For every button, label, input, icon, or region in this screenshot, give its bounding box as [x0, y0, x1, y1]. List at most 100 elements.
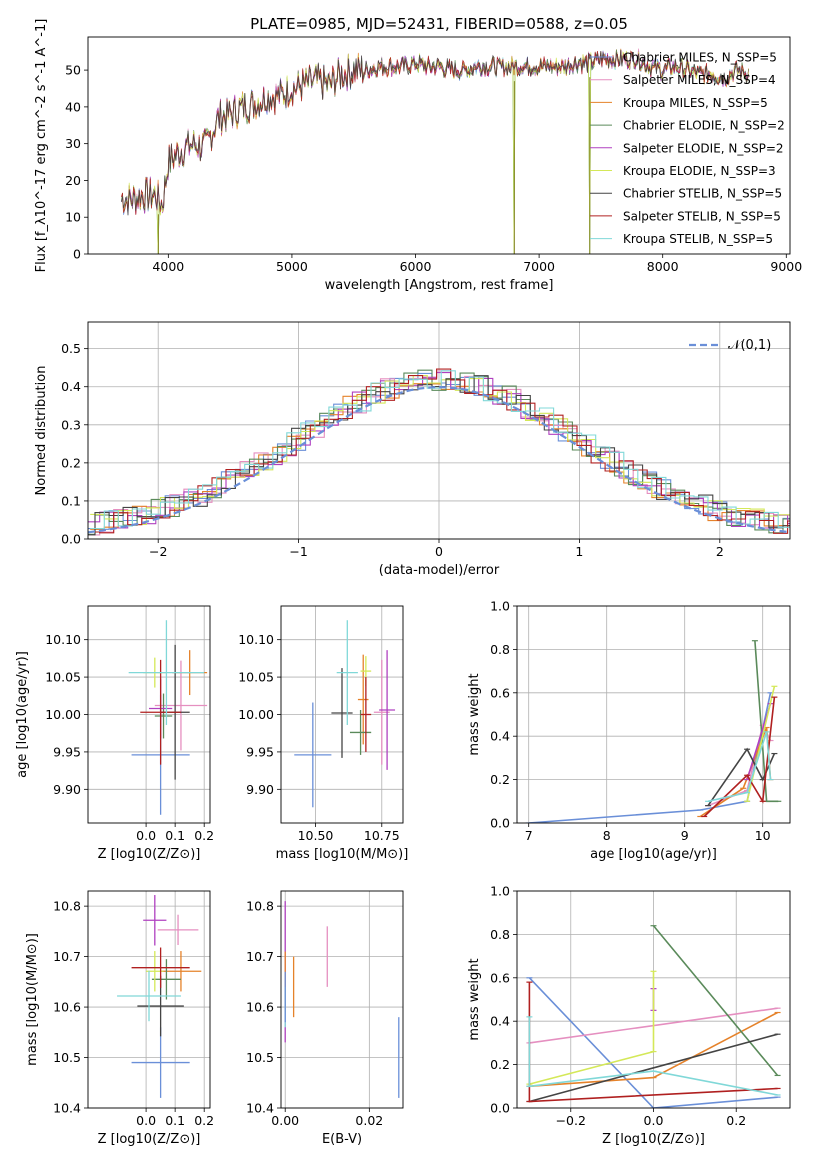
mass-z-frame: [87, 890, 211, 1109]
age-z-xlabel: Z [log10(Z/Z⊙)]: [98, 847, 201, 862]
weight-series-line: [707, 747, 776, 807]
spectrum-ytick-label: 10: [65, 210, 81, 225]
age-z-ytick-label: 10.05: [45, 670, 81, 685]
mass-ebv-frame: [280, 890, 404, 1109]
spectrum-legend: Chabrier MILES, N_SSP=5 Salpeter MILES, N…: [590, 51, 785, 246]
mass-ebv-xlabel: E(B-V): [322, 1132, 362, 1147]
mass-z-plot-area: [117, 895, 202, 1098]
spectrum-xtick-label: 7000: [523, 259, 555, 274]
figure-title: PLATE=0985, MJD=52431, FIBERID=0588, z=0…: [250, 15, 628, 33]
mass-z-axes: [84, 891, 210, 1112]
residual-hist-ytick-label: 0.1: [61, 493, 81, 508]
residual-hist-ytick-label: 0.4: [61, 379, 81, 394]
age-z-ytick-label: 9.95: [53, 744, 81, 759]
weight-z-ytick-label: 1.0: [490, 884, 510, 899]
mass-z-xtick-label: 0.1: [165, 1113, 185, 1128]
age-mass-ytick-label: 9.90: [246, 782, 274, 797]
weight-series-line: [528, 692, 772, 823]
legend-entry: 𝒩(0,1): [728, 338, 771, 353]
mass-z-xtick-label: 0.0: [136, 1113, 156, 1128]
legend-entry: Chabrier STELIB, N_SSP=5: [623, 187, 782, 201]
spectrum-ylabel: Flux [f_λ10^-17 erg cm^-2 s^-1 A^-1]: [34, 19, 49, 273]
age-mass-ytick-label: 10.10: [238, 632, 274, 647]
weight-series-line: [529, 1033, 778, 1103]
age-z-xtick-label: 0.0: [136, 828, 156, 843]
age-mass-ytick-label: 10.00: [238, 707, 274, 722]
spectrum-xlabel: wavelength [Angstrom, rest frame]: [325, 278, 554, 293]
mass-z-ylabel: mass [log10(M/M⊙)]: [25, 933, 40, 1066]
legend-entry: Kroupa ELODIE, N_SSP=3: [623, 164, 776, 178]
weight-age-ytick-label: 0.6: [490, 685, 510, 700]
residual-hist-plot-area: [88, 368, 790, 536]
age-mass-ytick-label: 9.95: [246, 744, 274, 759]
weight-age-xtick-label: 9: [681, 828, 689, 843]
weight-series-line: [652, 925, 779, 1077]
age-z-xtick-label: 0.2: [194, 828, 214, 843]
weight-age-frame: [516, 605, 791, 824]
age-z-ytick-label: 10.00: [45, 707, 81, 722]
weight-z-axes: [513, 890, 790, 1112]
residual-hist-xtick-label: 1: [575, 544, 583, 559]
mass-z-ytick-label: 10.7: [53, 949, 81, 964]
age-mass-ytick-label: 10.05: [238, 670, 274, 685]
age-z-ytick-label: 10.10: [45, 632, 81, 647]
age-z-frame: [87, 605, 211, 824]
mass-ebv-xtick-label: 0.02: [355, 1113, 383, 1128]
hist-series-step: [88, 368, 790, 534]
age-mass-axes: [277, 606, 403, 827]
mass-ebv-xtick-label: 0.00: [271, 1113, 299, 1128]
age-mass-plot-area: [294, 620, 396, 808]
weight-z-ytick-label: 0.6: [490, 970, 510, 985]
age-mass-frame: [280, 605, 404, 824]
age-z-ylabel: age [log10(age/yr)]: [15, 651, 30, 778]
weight-z-xtick-label: 0.2: [726, 1113, 746, 1128]
spectrum-series-line: [121, 49, 750, 216]
weight-age-ytick-label: 1.0: [490, 599, 510, 614]
hist-series-step: [88, 375, 790, 536]
mass-z-ytick-label: 10.5: [53, 1050, 81, 1065]
age-mass-xlabel: mass [log10(M/M⊙)]: [276, 847, 409, 862]
mass-z-ytick-label: 10.4: [53, 1101, 81, 1116]
legend-entry: Salpeter MILES, N_SSP=4: [623, 73, 776, 87]
residual-hist-ytick-label: 0.2: [61, 455, 81, 470]
weight-z-ytick-label: 0.8: [490, 927, 510, 942]
mass-z-ytick-label: 10.8: [53, 899, 81, 914]
normal-reference-curve: [88, 385, 790, 534]
weight-z-xtick-label: 0.0: [644, 1113, 664, 1128]
weight-age-ylabel: mass weight: [467, 673, 482, 755]
hist-series-step: [90, 370, 790, 530]
weight-age-ytick-label: 0.0: [490, 816, 510, 831]
weight-z-frame: [516, 890, 791, 1109]
weight-age-xtick-label: 7: [525, 828, 533, 843]
weight-age-xtick-label: 10: [755, 828, 771, 843]
spectrum-ytick-label: 40: [65, 99, 81, 114]
age-z-plot-area: [128, 620, 208, 815]
weight-age-plot-area: [525, 640, 782, 823]
residual-hist-xtick-label: 0: [435, 544, 443, 559]
spectrum-xtick-label: 9000: [770, 259, 802, 274]
residual-hist-xlabel: (data-model)/error: [379, 563, 500, 578]
age-mass-xtick-label: 10.50: [298, 828, 334, 843]
legend-entry: Salpeter ELODIE, N_SSP=2: [623, 141, 784, 155]
mass-z-xlabel: Z [log10(Z/Z⊙)]: [98, 1132, 201, 1147]
residual-hist-xtick-label: −1: [289, 544, 307, 559]
weight-age-axes: [513, 605, 790, 827]
residual-hist-xtick-label: 2: [716, 544, 724, 559]
legend-entry: Kroupa STELIB, N_SSP=5: [623, 232, 773, 246]
weight-z-ytick-label: 0.4: [490, 1014, 510, 1029]
spectrum-xtick-label: 5000: [276, 259, 308, 274]
residual-hist-frame: [87, 321, 791, 540]
mass-ebv-ytick-label: 10.4: [246, 1101, 274, 1116]
mass-ebv-ytick-label: 10.5: [246, 1050, 274, 1065]
weight-series-line: [528, 1016, 778, 1096]
spectrum-plot-area: [121, 48, 750, 254]
weight-z-xlabel: Z [log10(Z/Z⊙)]: [602, 1132, 705, 1147]
plot-layer: 4000 5000 6000 7000 8000 900001020304050wavel…: [15, 19, 802, 1147]
legend-entry: Chabrier ELODIE, N_SSP=2: [623, 119, 785, 133]
residual-hist-ytick-label: 0.3: [61, 417, 81, 432]
weight-age-xlabel: age [log10(age/yr)]: [590, 847, 717, 862]
mass-z-ytick-label: 10.6: [53, 1000, 81, 1015]
mass-ebv-ytick-label: 10.6: [246, 1000, 274, 1015]
spectrum-xtick-label: 4000: [152, 259, 184, 274]
